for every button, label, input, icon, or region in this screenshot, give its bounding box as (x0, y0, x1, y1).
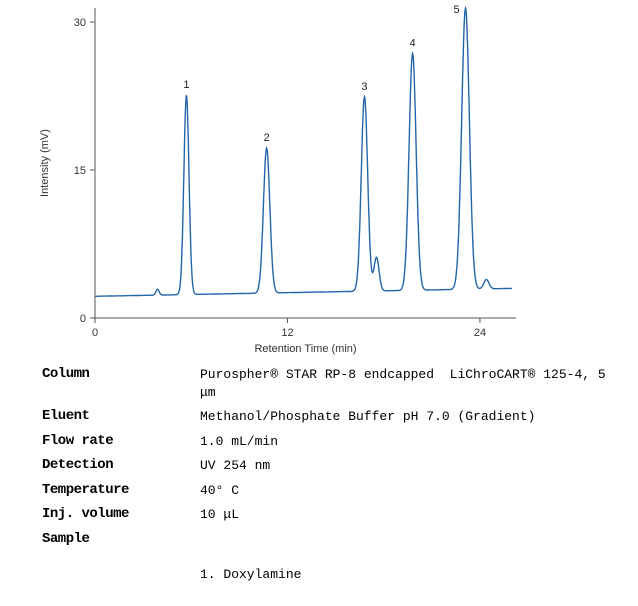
condition-label: Detection (42, 457, 114, 474)
condition-value: 10 μL (200, 507, 240, 523)
condition-value: 1.0 mL/min (200, 433, 279, 449)
condition-label: Eluent (42, 408, 90, 425)
condition-row-temperature: Temperature 40° C (42, 482, 622, 500)
condition-value: Purospher® STAR RP-8 endcapped LiChroCAR… (200, 367, 614, 400)
condition-label: Sample (42, 530, 90, 547)
svg-text:Retention Time (min): Retention Time (min) (254, 343, 356, 355)
condition-label: Temperature (42, 481, 129, 498)
condition-value: 40° C (200, 482, 240, 498)
condition-row-eluent: Eluent Methanol/Phosphate Buffer pH 7.0 … (42, 408, 622, 426)
sample-list: 1. Doxylamine 2. Nortriptyline 3. Doxepi… (200, 531, 325, 606)
condition-row-flow-rate: Flow rate 1.0 mL/min (42, 433, 622, 451)
svg-text:1: 1 (183, 79, 189, 91)
condition-value: Methanol/Phosphate Buffer pH 7.0 (Gradie… (200, 409, 536, 425)
svg-text:12: 12 (281, 327, 293, 339)
condition-row-detection: Detection UV 254 nm (42, 457, 622, 475)
svg-text:5: 5 (453, 4, 459, 16)
condition-label: Inj. volume (42, 506, 129, 523)
svg-text:3: 3 (361, 81, 367, 93)
condition-label: Column (42, 366, 90, 382)
sample-item: 1. Doxylamine (200, 566, 302, 582)
svg-text:15: 15 (74, 165, 86, 177)
condition-label: Flow rate (42, 432, 114, 449)
condition-row-column: Column Purospher® STAR RP-8 endcapped Li… (42, 366, 622, 401)
condition-value: UV 254 nm (200, 458, 271, 474)
svg-text:0: 0 (92, 327, 98, 339)
svg-text:30: 30 (74, 17, 86, 29)
svg-text:Intensity (mV): Intensity (mV) (39, 129, 51, 197)
svg-text:24: 24 (474, 327, 486, 339)
svg-text:0: 0 (80, 313, 86, 325)
svg-text:2: 2 (264, 132, 270, 144)
condition-row-inj-volume: Inj. volume 10 μL (42, 506, 622, 524)
conditions-table: Column Purospher® STAR RP-8 endcapped Li… (42, 366, 622, 606)
svg-text:4: 4 (410, 37, 416, 49)
chromatogram-figure: 0 12 24 0 15 30 Retention Time (min) Intensity … (39, 4, 516, 355)
condition-row-sample: Sample 1. Doxylamine 2. Nortriptyline 3.… (42, 531, 622, 606)
